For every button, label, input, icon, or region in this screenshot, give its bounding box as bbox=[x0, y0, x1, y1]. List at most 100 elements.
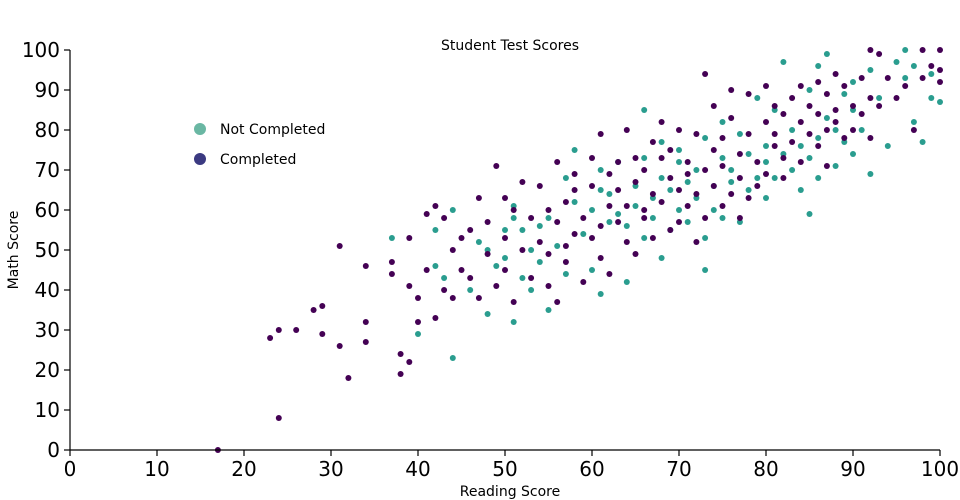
data-point-completed[interactable] bbox=[475, 295, 482, 301]
data-point-completed[interactable] bbox=[702, 71, 709, 77]
data-point-completed[interactable] bbox=[876, 103, 883, 109]
data-point-not-completed[interactable] bbox=[806, 155, 813, 161]
data-point-completed[interactable] bbox=[632, 251, 639, 257]
data-point-not-completed[interactable] bbox=[937, 99, 943, 105]
data-point-completed[interactable] bbox=[780, 111, 787, 117]
data-point-completed[interactable] bbox=[736, 215, 743, 221]
data-point-completed[interactable] bbox=[545, 251, 552, 257]
data-point-completed[interactable] bbox=[841, 135, 848, 141]
data-point-completed[interactable] bbox=[676, 219, 682, 225]
data-point-not-completed[interactable] bbox=[641, 235, 648, 241]
data-point-completed[interactable] bbox=[554, 159, 561, 165]
data-point-completed[interactable] bbox=[432, 203, 439, 209]
data-point-not-completed[interactable] bbox=[676, 147, 682, 153]
data-point-not-completed[interactable] bbox=[763, 195, 769, 201]
legend-item-completed[interactable]: Completed bbox=[194, 152, 296, 168]
data-point-not-completed[interactable] bbox=[806, 211, 813, 217]
data-point-not-completed[interactable] bbox=[815, 63, 822, 69]
data-point-completed[interactable] bbox=[754, 183, 761, 189]
data-point-completed[interactable] bbox=[502, 267, 508, 273]
data-point-completed[interactable] bbox=[806, 131, 813, 137]
data-point-not-completed[interactable] bbox=[893, 59, 900, 65]
data-point-not-completed[interactable] bbox=[823, 51, 830, 57]
data-point-completed[interactable] bbox=[475, 195, 482, 201]
data-point-completed[interactable] bbox=[815, 143, 822, 149]
data-point-completed[interactable] bbox=[858, 111, 865, 117]
data-point-completed[interactable] bbox=[928, 63, 935, 69]
data-point-completed[interactable] bbox=[867, 47, 874, 53]
data-point-completed[interactable] bbox=[597, 131, 604, 137]
data-point-completed[interactable] bbox=[441, 215, 448, 221]
data-point-not-completed[interactable] bbox=[510, 215, 517, 221]
data-point-not-completed[interactable] bbox=[719, 215, 726, 221]
data-point-completed[interactable] bbox=[562, 243, 569, 249]
data-point-not-completed[interactable] bbox=[536, 259, 543, 265]
data-point-completed[interactable] bbox=[554, 219, 561, 225]
data-point-completed[interactable] bbox=[571, 231, 578, 237]
data-point-completed[interactable] bbox=[388, 259, 395, 265]
data-point-completed[interactable] bbox=[789, 95, 796, 101]
data-point-completed[interactable] bbox=[745, 195, 752, 201]
data-point-completed[interactable] bbox=[441, 287, 448, 293]
data-point-not-completed[interactable] bbox=[763, 143, 769, 149]
data-point-not-completed[interactable] bbox=[493, 263, 500, 269]
data-point-completed[interactable] bbox=[736, 175, 743, 181]
data-point-completed[interactable] bbox=[658, 199, 665, 205]
data-point-not-completed[interactable] bbox=[658, 255, 665, 261]
data-point-completed[interactable] bbox=[771, 103, 778, 109]
data-point-completed[interactable] bbox=[867, 95, 874, 101]
data-point-completed[interactable] bbox=[345, 375, 352, 381]
data-point-not-completed[interactable] bbox=[580, 231, 587, 237]
data-point-completed[interactable] bbox=[676, 127, 682, 133]
data-point-not-completed[interactable] bbox=[415, 331, 421, 337]
data-point-completed[interactable] bbox=[736, 151, 743, 157]
data-point-completed[interactable] bbox=[362, 319, 369, 325]
data-point-not-completed[interactable] bbox=[623, 223, 630, 229]
data-point-completed[interactable] bbox=[536, 239, 543, 245]
data-point-completed[interactable] bbox=[902, 83, 909, 89]
data-point-completed[interactable] bbox=[797, 119, 804, 125]
data-point-completed[interactable] bbox=[319, 331, 326, 337]
data-point-completed[interactable] bbox=[571, 171, 578, 177]
data-point-not-completed[interactable] bbox=[545, 307, 552, 313]
data-point-not-completed[interactable] bbox=[589, 267, 595, 273]
data-point-not-completed[interactable] bbox=[754, 175, 761, 181]
data-point-completed[interactable] bbox=[797, 159, 804, 165]
data-point-not-completed[interactable] bbox=[736, 131, 743, 137]
data-point-completed[interactable] bbox=[919, 47, 926, 53]
data-point-not-completed[interactable] bbox=[441, 275, 448, 281]
data-point-completed[interactable] bbox=[710, 147, 717, 153]
data-point-completed[interactable] bbox=[797, 83, 804, 89]
data-point-completed[interactable] bbox=[893, 95, 900, 101]
data-point-completed[interactable] bbox=[815, 79, 822, 85]
data-point-not-completed[interactable] bbox=[623, 279, 630, 285]
data-point-not-completed[interactable] bbox=[684, 179, 691, 185]
data-point-completed[interactable] bbox=[858, 75, 865, 81]
data-point-not-completed[interactable] bbox=[728, 167, 735, 173]
data-point-completed[interactable] bbox=[406, 235, 413, 241]
data-point-completed[interactable] bbox=[667, 227, 674, 233]
data-point-not-completed[interactable] bbox=[562, 175, 569, 181]
data-point-not-completed[interactable] bbox=[528, 287, 535, 293]
data-point-not-completed[interactable] bbox=[745, 187, 752, 193]
data-point-completed[interactable] bbox=[545, 207, 552, 213]
data-point-completed[interactable] bbox=[728, 115, 735, 121]
data-point-not-completed[interactable] bbox=[719, 155, 726, 161]
data-point-completed[interactable] bbox=[432, 315, 439, 321]
data-point-not-completed[interactable] bbox=[597, 167, 604, 173]
data-point-not-completed[interactable] bbox=[850, 79, 856, 85]
data-point-completed[interactable] bbox=[606, 171, 613, 177]
data-point-completed[interactable] bbox=[667, 175, 674, 181]
data-point-not-completed[interactable] bbox=[789, 127, 796, 133]
data-point-completed[interactable] bbox=[910, 127, 917, 133]
data-point-not-completed[interactable] bbox=[710, 207, 717, 213]
data-point-completed[interactable] bbox=[580, 279, 587, 285]
data-point-completed[interactable] bbox=[658, 119, 665, 125]
data-point-not-completed[interactable] bbox=[502, 227, 508, 233]
data-point-not-completed[interactable] bbox=[432, 227, 439, 233]
data-point-completed[interactable] bbox=[362, 339, 369, 345]
data-point-not-completed[interactable] bbox=[649, 215, 656, 221]
data-point-not-completed[interactable] bbox=[806, 87, 813, 93]
data-point-completed[interactable] bbox=[406, 283, 413, 289]
data-point-completed[interactable] bbox=[293, 327, 300, 333]
